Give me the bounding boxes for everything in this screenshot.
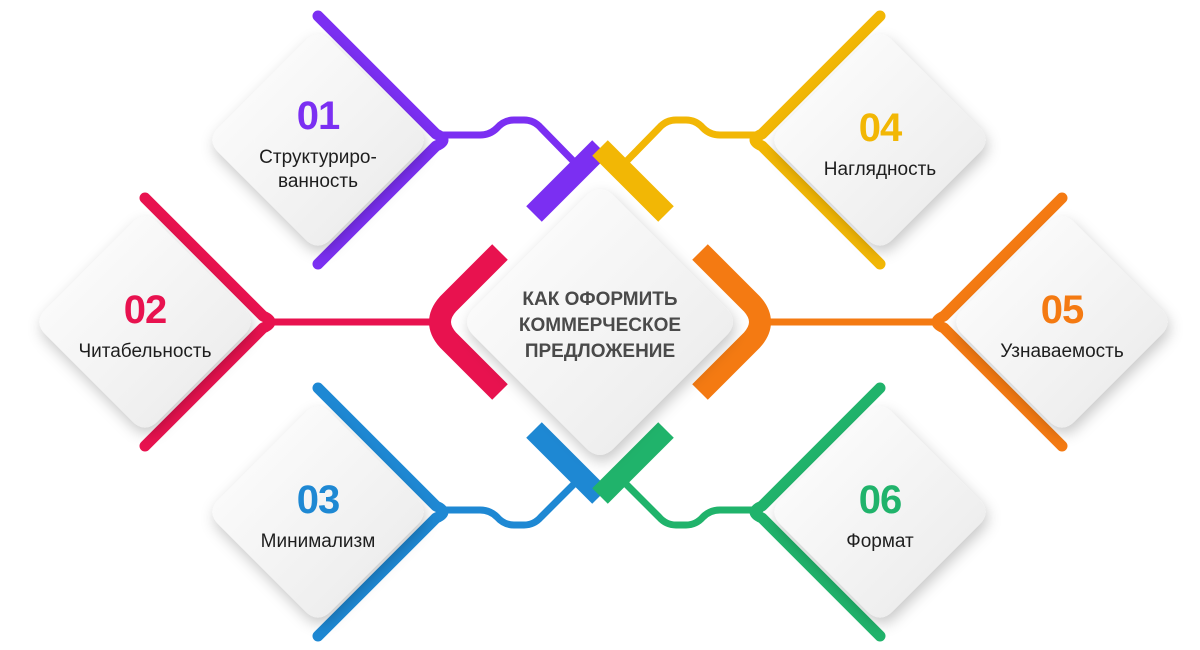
- node-card-n3: [212, 406, 424, 618]
- node-n3: [212, 382, 449, 642]
- center-ring-segment-n5: [692, 244, 771, 400]
- node-n5: [931, 192, 1168, 452]
- node-n1: [212, 10, 449, 270]
- center-ring-segment-n4: [592, 140, 674, 222]
- node-outline-n4: [749, 10, 886, 270]
- node-outline-n3: [312, 382, 449, 642]
- center-card: [467, 189, 733, 455]
- node-n2: [39, 192, 276, 452]
- node-number-n6: 06: [858, 478, 903, 522]
- node-number-n5: 05: [1040, 288, 1085, 332]
- node-number-n4: 04: [858, 106, 903, 150]
- node-outline-n2: [139, 192, 276, 452]
- node-card-n4: [774, 34, 986, 246]
- node-label-n3: 03 Минимализм: [223, 478, 413, 554]
- node-label-n2: 02 Читабельность: [50, 288, 240, 364]
- node-label-n4: 04 Наглядность: [785, 106, 975, 182]
- node-text-n1: Структуриро- ванность: [259, 147, 377, 192]
- connector-layer: [264, 116, 936, 529]
- node-text-n2: Читабельность: [78, 341, 212, 362]
- node-number-n1: 01: [296, 94, 341, 138]
- center-ring-segment-n1: [526, 140, 608, 222]
- connector-n6: [612, 470, 764, 529]
- node-label-n6: 06 Формат: [785, 478, 975, 554]
- connector-n3: [436, 470, 588, 529]
- node-card-n6: [774, 406, 986, 618]
- card-layer: [39, 10, 1168, 642]
- center-ring-segment-n2: [429, 244, 508, 400]
- connector-n1: [436, 116, 588, 176]
- node-text-n5: Узнаваемость: [1000, 341, 1124, 362]
- node-card-n1: [212, 34, 424, 246]
- center-ring: [429, 140, 771, 504]
- node-label-n1: 01 Структуриро- ванность: [223, 94, 413, 194]
- node-number-n3: 03: [296, 478, 341, 522]
- node-outline-n6: [749, 382, 886, 642]
- node-n4: [749, 10, 986, 270]
- node-outline-n1: [312, 10, 449, 270]
- node-card-n2: [39, 216, 251, 428]
- connector-n4: [612, 116, 764, 176]
- node-text-n3: Минимализм: [260, 531, 376, 552]
- node-text-n4: Наглядность: [823, 159, 937, 180]
- node-label-n5: 05 Узнаваемость: [967, 288, 1157, 364]
- center-ring-segment-n6: [592, 422, 674, 504]
- center-title: КАК ОФОРМИТЬ КОММЕРЧЕСКОЕ ПРЕДЛОЖЕНИЕ: [518, 289, 682, 362]
- center-ring-segment-n3: [526, 422, 608, 504]
- node-text-n6: Формат: [846, 531, 914, 552]
- node-outline-n5: [931, 192, 1068, 452]
- node-card-n5: [956, 216, 1168, 428]
- node-number-n2: 02: [123, 288, 168, 332]
- node-n6: [749, 382, 986, 642]
